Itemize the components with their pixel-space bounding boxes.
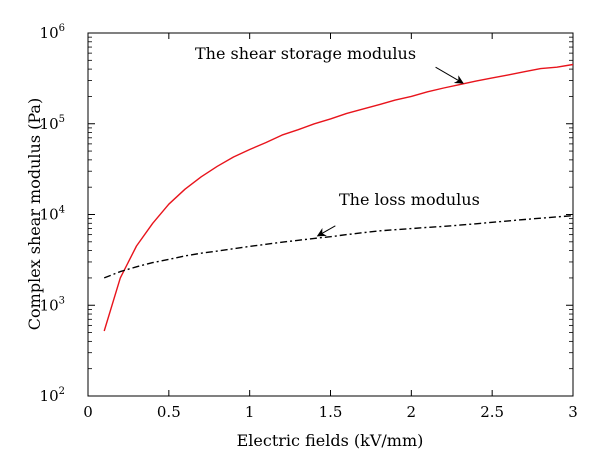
x-axis-ticks: 0 0.5 1 1.5 2 2.5 3 (83, 33, 578, 421)
series-line-storage-modulus (103, 63, 574, 332)
series-layer (103, 63, 574, 332)
y-tick-label: 104 (40, 205, 65, 224)
annotation-loss-modulus-arrow (316, 225, 336, 237)
x-tick-label: 0 (83, 403, 93, 421)
y-axis-ticks: 102 103 104 105 106 (40, 23, 573, 405)
x-tick-label: 0.5 (157, 403, 181, 421)
y-tick-label: 106 (40, 23, 65, 42)
x-axis-label: Electric fields (kV/mm) (237, 431, 424, 450)
annotations: The shear storage modulus The loss modulu… (195, 44, 480, 237)
annotation-loss-modulus-text: The loss modulus (339, 190, 480, 209)
x-tick-label: 1 (245, 403, 255, 421)
y-tick-label: 105 (40, 114, 65, 133)
annotation-storage-modulus-arrow (435, 66, 464, 84)
y-axis-label: Complex shear modulus (Pa) (25, 98, 44, 330)
x-tick-label: 2.5 (480, 403, 504, 421)
annotation-storage-modulus-text: The shear storage modulus (195, 44, 416, 63)
y-tick-label: 102 (40, 386, 65, 405)
x-tick-label: 2 (407, 403, 417, 421)
y-tick-label: 103 (40, 295, 65, 314)
x-tick-label: 3 (568, 403, 578, 421)
series-line-loss-modulus (103, 215, 574, 279)
x-tick-label: 1.5 (319, 403, 343, 421)
